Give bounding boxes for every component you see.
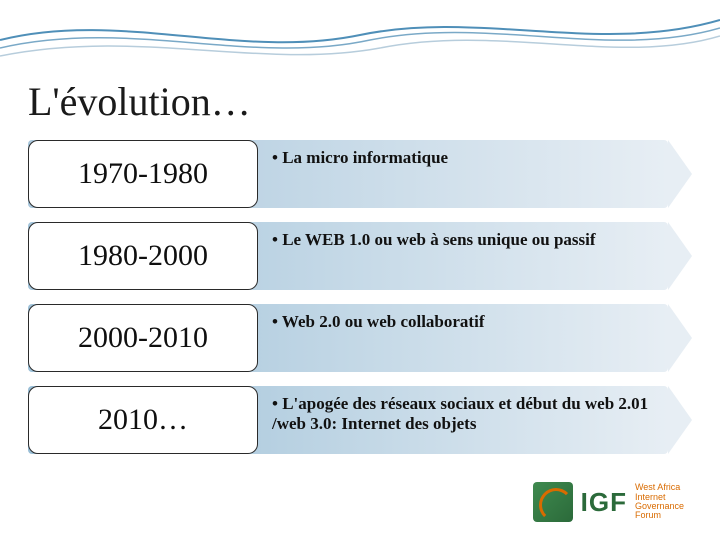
arrow-head-icon (668, 386, 692, 454)
period-box: 2010… (28, 386, 258, 454)
logo-text-main: IGF (581, 487, 627, 518)
row-description: • La micro informatique (272, 148, 652, 168)
period-box: 1970-1980 (28, 140, 258, 208)
arrow-head-icon (668, 304, 692, 372)
decorative-wave (0, 0, 720, 70)
logo-sub-4: Forum (635, 511, 684, 520)
row-description: • Web 2.0 ou web collaboratif (272, 312, 652, 332)
arrow-head-icon (668, 222, 692, 290)
logo-mark-icon (533, 482, 573, 522)
row-description: • L'apogée des réseaux sociaux et début … (272, 394, 652, 435)
timeline-row: 1980-2000 • Le WEB 1.0 ou web à sens uniq… (28, 222, 692, 290)
period-box: 1980-2000 (28, 222, 258, 290)
row-description: • Le WEB 1.0 ou web à sens unique ou pas… (272, 230, 652, 250)
timeline-row: 2000-2010 • Web 2.0 ou web collaboratif (28, 304, 692, 372)
period-box: 2000-2010 (28, 304, 258, 372)
timeline-row: 1970-1980 • La micro informatique (28, 140, 692, 208)
footer-logo: IGF West Africa Internet Governance Foru… (533, 482, 684, 522)
timeline-rows: 1970-1980 • La micro informatique 1980-200… (28, 140, 692, 468)
arrow-head-icon (668, 140, 692, 208)
timeline-row: 2010… • L'apogée des réseaux sociaux et d… (28, 386, 692, 454)
page-title: L'évolution… (28, 78, 251, 125)
